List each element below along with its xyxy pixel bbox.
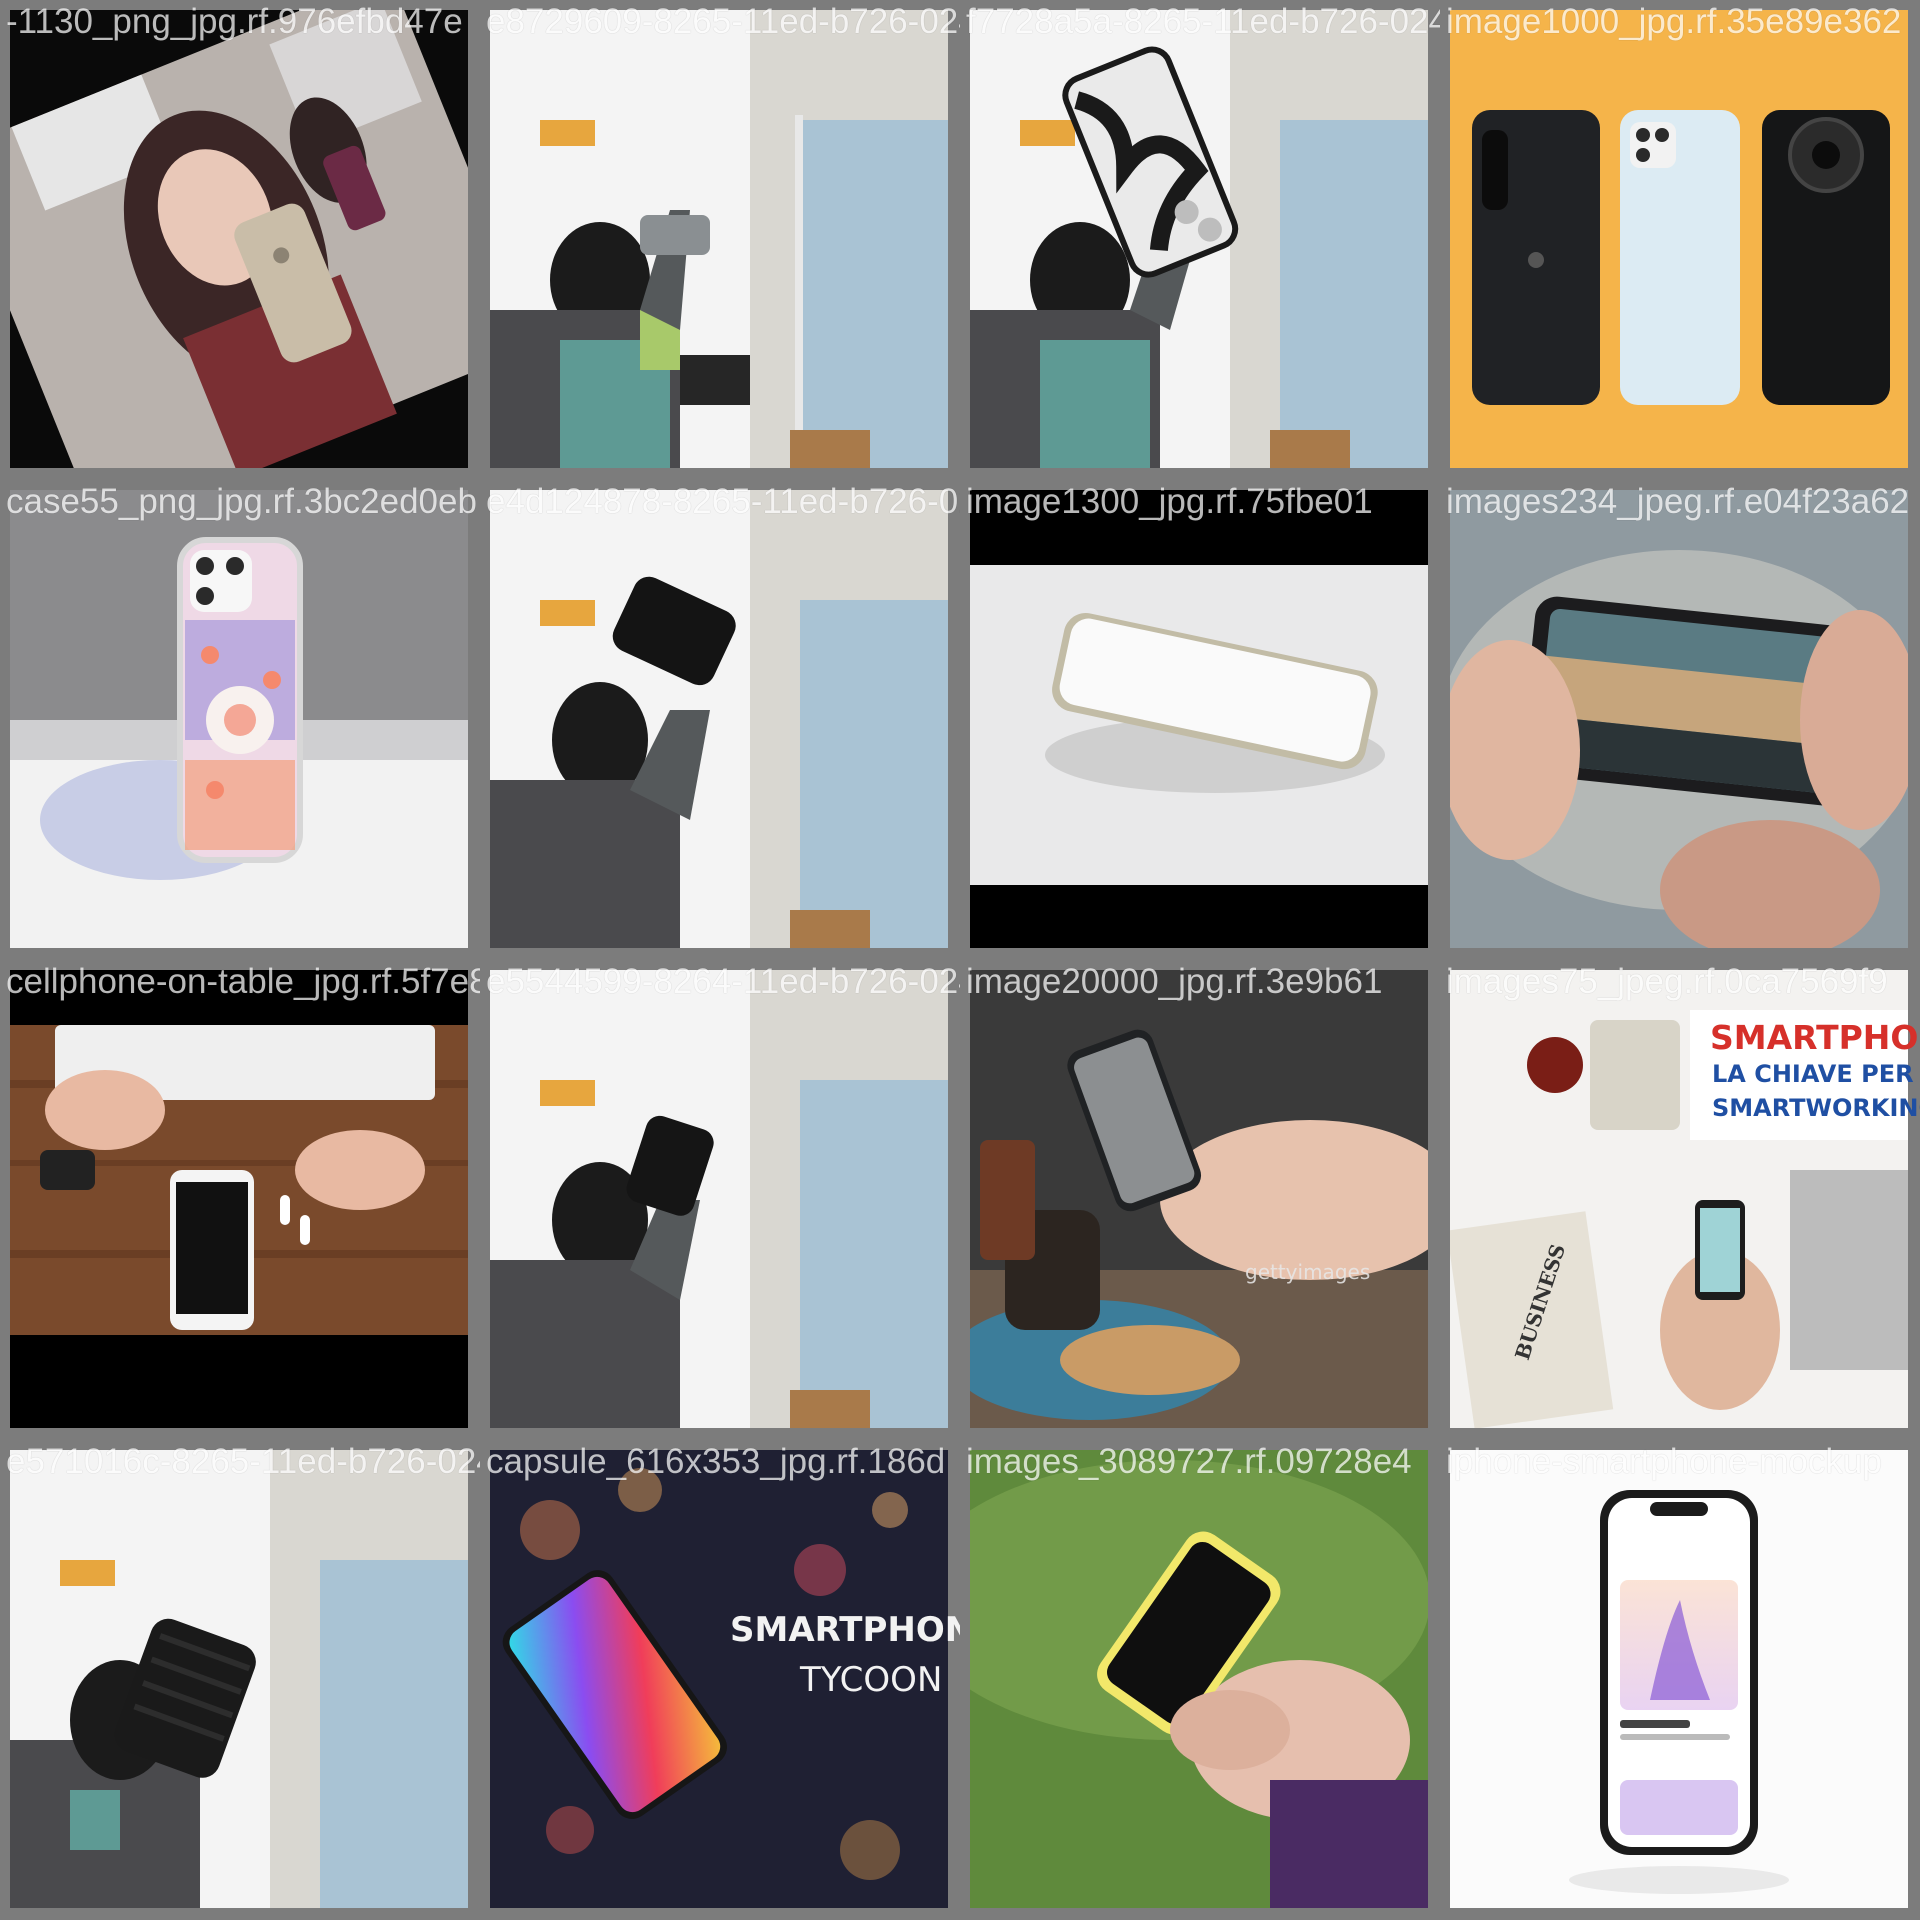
watermark-text: gettyimages	[1245, 1260, 1371, 1284]
image-tile-7[interactable]: image1300_jpg.rf.75fbe01	[960, 480, 1440, 960]
tile-image	[1450, 1450, 1908, 1908]
tile-image	[970, 970, 1428, 1428]
tile-image	[1450, 10, 1908, 468]
tile-image	[1450, 970, 1908, 1428]
tile-image	[490, 490, 948, 948]
image-tile-5[interactable]: case55_png_jpg.rf.3bc2ed0eb	[0, 480, 480, 960]
banner-line-2: SMARTWORKING	[1712, 1094, 1920, 1122]
tile-image	[970, 490, 1428, 948]
image-tile-13[interactable]: e571016c-8265-11ed-b726-0242ac120006	[0, 1440, 480, 1920]
tile-image	[10, 490, 468, 948]
image-tile-12[interactable]: SMARTPHONE LA CHIAVE PER LO SMARTWORKING…	[1440, 960, 1920, 1440]
image-tile-14[interactable]: SMARTPHONE TYCOON capsule_616x353_jpg.rf…	[480, 1440, 960, 1920]
image-tile-6[interactable]: e4d124878-8265-11ed-b726-0242ac120005	[480, 480, 960, 960]
tile-image	[970, 10, 1428, 468]
game-title-line-2: TYCOON	[800, 1660, 943, 1700]
banner-title: SMARTPHONE	[1710, 1018, 1920, 1057]
game-title-line-1: SMARTPHONE	[730, 1610, 960, 1650]
image-tile-15[interactable]: images_3089727.rf.09728e4	[960, 1440, 1440, 1920]
tile-image	[970, 1450, 1428, 1908]
image-tile-8[interactable]: images234_jpeg.rf.e04f23a62	[1440, 480, 1920, 960]
banner-line-1: LA CHIAVE PER LO	[1712, 1060, 1920, 1088]
image-tile-4[interactable]: image1000_jpg.rf.35e89e362	[1440, 0, 1920, 480]
image-tile-2[interactable]: e8729609-8265-11ed-b726-0242ac120005	[480, 0, 960, 480]
tile-image	[1450, 490, 1908, 948]
tile-image	[10, 970, 468, 1428]
image-tile-10[interactable]: e5544599-8264-11ed-b726-0242ac120006	[480, 960, 960, 1440]
image-tile-3[interactable]: f7728a5a-8265-11ed-b726-0242ac120005_jpg	[960, 0, 1440, 480]
tile-image	[10, 10, 468, 468]
tile-image	[490, 1450, 948, 1908]
tile-image	[10, 1450, 468, 1908]
tile-image	[490, 10, 948, 468]
image-tile-9[interactable]: cellphone-on-table_jpg.rf.5f7e8	[0, 960, 480, 1440]
tile-image	[490, 970, 948, 1428]
image-tile-11[interactable]: image20000_jpg.rf.3e9b61 gettyimages	[960, 960, 1440, 1440]
image-tile-1[interactable]: -1130_png_jpg.rf.976efbd47e	[0, 0, 480, 480]
image-tile-16[interactable]: iphone-smartphone-mockup	[1440, 1440, 1920, 1920]
